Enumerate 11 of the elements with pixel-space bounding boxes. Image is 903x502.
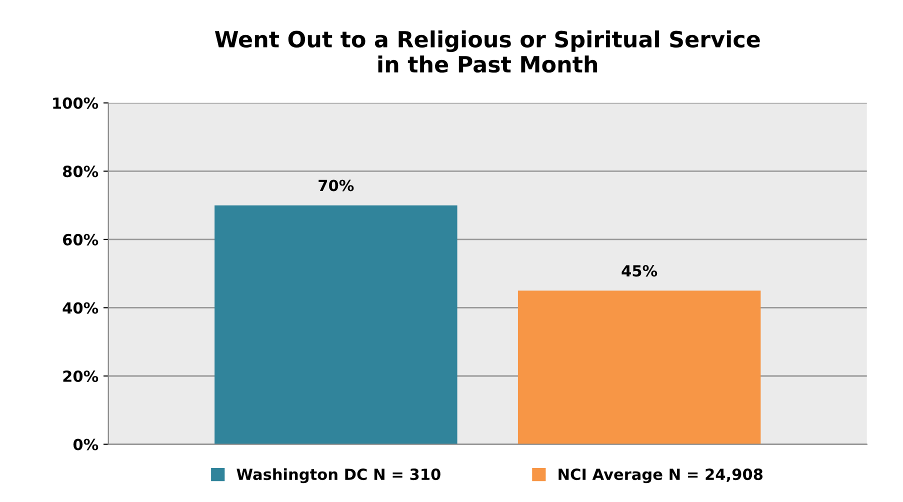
y-tick-label: 80% [63, 166, 98, 178]
y-tick-label: 40% [62, 302, 98, 314]
legend-label: NCI Average N = 24,908 [558, 468, 763, 484]
y-tick-label: 100% [53, 97, 98, 109]
y-tick-label: 0% [73, 438, 98, 450]
y-tick-label: 60% [63, 234, 98, 246]
legend-label: Washington DC N = 310 [236, 468, 440, 484]
data-label: 45% [622, 265, 658, 277]
chart-title: Went Out to a Religious or Spiritual Service in the Past Month [214, 30, 760, 73]
data-label: 70% [318, 180, 354, 192]
y-tick-label: 20% [63, 370, 98, 382]
